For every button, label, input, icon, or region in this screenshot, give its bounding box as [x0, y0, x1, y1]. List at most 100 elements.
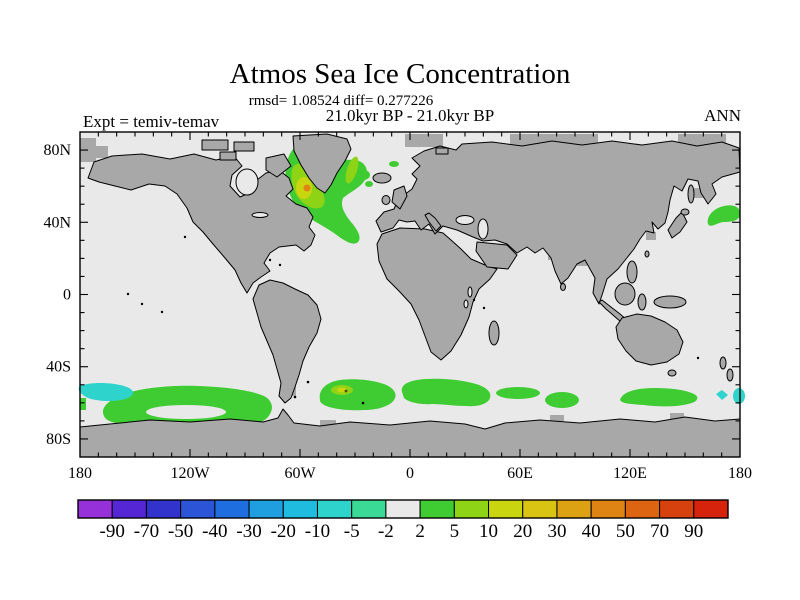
colorbar-label: -10 [305, 521, 330, 542]
iceland [372, 172, 392, 184]
longitude-axis: 180 120W 60W 0 60E 120E 180 [68, 465, 752, 482]
colorbar-label: 5 [450, 521, 460, 542]
new-zealand-north [719, 356, 727, 370]
colorbar-label: 30 [547, 521, 566, 542]
experiment-label: Expt = temiv-temav [83, 112, 220, 131]
colorbar: -90 -70 -50 -40 -30 -20 -10 -5 -2 2 5 10 20 30 40 50 70 9… [77, 499, 729, 542]
colorbar-label: -40 [202, 521, 227, 542]
period-line: 21.0kyr BP - 21.0kyr BP [326, 106, 494, 125]
indian-band-blob-2 [545, 392, 579, 408]
colorbar-cell [111, 499, 147, 519]
antarctica [79, 408, 741, 458]
colorbar-label: 10 [479, 521, 498, 542]
australia [615, 313, 684, 366]
indian-band-blob [496, 387, 540, 399]
colorbar-label: 2 [415, 521, 425, 542]
lon-tick-label: 120W [170, 465, 210, 482]
pacific-band [620, 388, 698, 407]
colorbar-label: -20 [271, 521, 296, 542]
colorbar-cell [522, 499, 558, 519]
baffin-island [265, 153, 292, 178]
colorbar-cell [77, 499, 113, 519]
caspian-sea [477, 218, 489, 240]
colorbar-label: -2 [378, 521, 394, 542]
african-lake [467, 286, 473, 298]
taiwan [644, 250, 650, 258]
great-lakes [251, 212, 269, 218]
nw-pacific-anomaly [707, 205, 741, 226]
colorbar-cell [385, 499, 421, 519]
colorbar-label: 20 [513, 521, 532, 542]
african-lake [463, 299, 469, 309]
lat-tick-label: 40N [43, 214, 71, 231]
colorbar-cell [180, 499, 216, 519]
map-frame [79, 131, 741, 458]
lon-tick-label: 60W [284, 465, 316, 482]
land-layer [79, 133, 741, 458]
lon-tick-label: 180 [68, 465, 92, 482]
colorbar-cell [453, 499, 490, 519]
sakhalin [687, 184, 695, 204]
egreenland-yellowgreen-strip [345, 156, 359, 184]
colorbar-cell [282, 499, 318, 519]
colorbar-label: -5 [344, 521, 360, 542]
jan-mayen-anomaly [389, 161, 399, 167]
latitude-axis: 80N 40N 0 40S 80S [43, 142, 71, 448]
season-label: ANN [704, 106, 741, 125]
colorbar-label: -90 [100, 521, 125, 542]
anomaly-cyan-regions [78, 383, 745, 404]
sri-lanka [560, 283, 566, 291]
loop-hole [146, 405, 226, 419]
lat-tick-label: 0 [63, 287, 71, 304]
colorbar-label: -50 [168, 521, 193, 542]
stats-line: rmsd= 1.08524 diff= 0.277226 [249, 93, 434, 109]
colorbar-cell [419, 499, 455, 519]
svalbard [435, 147, 449, 155]
colorbar-cell [214, 499, 250, 519]
colorbar-label: 50 [616, 521, 635, 542]
south-america [252, 279, 322, 404]
colorbar-cell [316, 499, 353, 519]
lon-tick-label: 180 [728, 465, 752, 482]
ireland [381, 195, 391, 205]
sulawesi [637, 293, 647, 311]
iceland-anomaly [358, 170, 370, 180]
scotia-dark-speck [344, 389, 348, 393]
colorbar-label: 70 [650, 521, 669, 542]
black-sea [455, 215, 475, 225]
atlantic-indian-band [401, 378, 491, 407]
southern-pacific-cyan [78, 383, 133, 401]
new-guinea [653, 295, 687, 309]
colorbar-frame [77, 499, 729, 519]
madagascar [488, 320, 500, 346]
colorbar-cell [248, 499, 284, 519]
world-map: 80N 40N 0 40S 80S 180 120W 60W 0 60E 120E 180 [43, 131, 752, 482]
arctic-island [233, 141, 255, 152]
colorbar-cell [590, 499, 626, 519]
cyan-right-edge [733, 388, 745, 404]
arctic-island [201, 139, 229, 151]
axis-ticks [80, 132, 740, 457]
colorbar-cell [624, 499, 661, 519]
island-specks [126, 235, 700, 405]
colorbar-cell [556, 499, 592, 519]
colorbar-cell [351, 499, 387, 519]
lon-tick-label: 0 [406, 465, 414, 482]
tasmania [667, 369, 677, 377]
colorbar-cell [488, 499, 524, 519]
scotia-yellow-spot [337, 387, 347, 393]
southern-ocean-left-edge [80, 398, 86, 410]
plot-title: Atmos Sea Ice Concentration [230, 58, 571, 90]
philippines [626, 260, 638, 284]
colorbar-label: 90 [684, 521, 703, 542]
hudson-bay [235, 168, 259, 196]
lat-tick-label: 80S [46, 431, 71, 448]
arabia [475, 241, 518, 270]
arctic-island [219, 151, 237, 161]
colorbar-cells: -90 -70 -50 -40 -30 -20 -10 -5 -2 2 5 10 20 30 40 50 70 9… [77, 499, 729, 542]
cyan-diamond [716, 390, 728, 400]
lat-tick-label: 40S [46, 359, 71, 376]
africa [376, 227, 498, 361]
